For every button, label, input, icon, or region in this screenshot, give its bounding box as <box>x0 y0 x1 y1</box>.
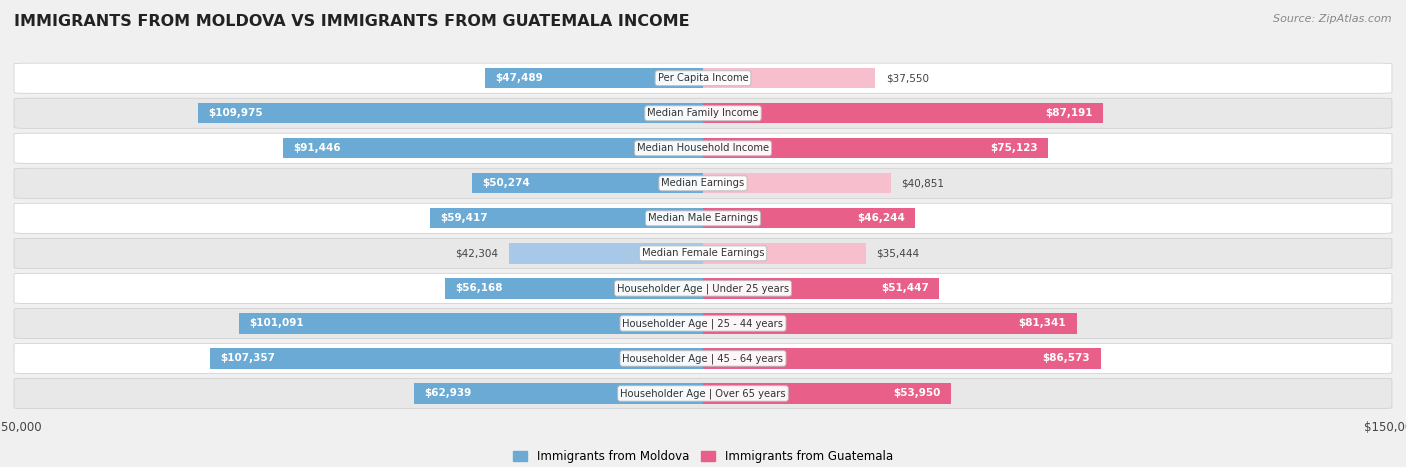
FancyBboxPatch shape <box>14 308 1392 339</box>
FancyBboxPatch shape <box>14 378 1392 409</box>
Bar <box>198 103 703 123</box>
FancyBboxPatch shape <box>14 98 1392 128</box>
Text: Median Household Income: Median Household Income <box>637 143 769 153</box>
Text: $35,444: $35,444 <box>876 248 920 258</box>
Bar <box>703 383 950 403</box>
Text: Median Earnings: Median Earnings <box>661 178 745 188</box>
Text: Householder Age | 25 - 44 years: Householder Age | 25 - 44 years <box>623 318 783 329</box>
Text: $37,550: $37,550 <box>886 73 929 83</box>
Text: $75,123: $75,123 <box>990 143 1038 153</box>
Text: $107,357: $107,357 <box>221 354 276 363</box>
Text: $59,417: $59,417 <box>440 213 488 223</box>
Text: $40,851: $40,851 <box>901 178 943 188</box>
Bar <box>703 68 876 88</box>
Text: Source: ZipAtlas.com: Source: ZipAtlas.com <box>1274 14 1392 24</box>
Bar <box>509 243 703 263</box>
Text: Householder Age | 45 - 64 years: Householder Age | 45 - 64 years <box>623 353 783 364</box>
Bar <box>703 313 1077 333</box>
Bar <box>485 68 703 88</box>
Text: Median Female Earnings: Median Female Earnings <box>641 248 765 258</box>
Text: $91,446: $91,446 <box>294 143 340 153</box>
Text: Median Male Earnings: Median Male Earnings <box>648 213 758 223</box>
FancyBboxPatch shape <box>14 273 1392 304</box>
FancyBboxPatch shape <box>14 238 1392 269</box>
Text: Per Capita Income: Per Capita Income <box>658 73 748 83</box>
Bar <box>209 348 703 368</box>
Text: $109,975: $109,975 <box>208 108 263 118</box>
Text: Median Family Income: Median Family Income <box>647 108 759 118</box>
Bar <box>703 243 866 263</box>
Legend: Immigrants from Moldova, Immigrants from Guatemala: Immigrants from Moldova, Immigrants from… <box>509 446 897 467</box>
Text: $81,341: $81,341 <box>1018 318 1066 328</box>
FancyBboxPatch shape <box>14 63 1392 93</box>
Text: $56,168: $56,168 <box>456 283 503 293</box>
Bar <box>413 383 703 403</box>
FancyBboxPatch shape <box>14 168 1392 198</box>
Bar <box>703 103 1104 123</box>
Bar <box>703 173 890 193</box>
FancyBboxPatch shape <box>14 343 1392 374</box>
Bar <box>283 138 703 158</box>
Bar <box>703 208 915 228</box>
Bar <box>703 138 1047 158</box>
Bar <box>239 313 703 333</box>
Text: $86,573: $86,573 <box>1043 354 1090 363</box>
FancyBboxPatch shape <box>14 203 1392 234</box>
Text: Householder Age | Over 65 years: Householder Age | Over 65 years <box>620 388 786 399</box>
Bar <box>472 173 703 193</box>
Text: IMMIGRANTS FROM MOLDOVA VS IMMIGRANTS FROM GUATEMALA INCOME: IMMIGRANTS FROM MOLDOVA VS IMMIGRANTS FR… <box>14 14 690 29</box>
Text: $87,191: $87,191 <box>1046 108 1092 118</box>
Text: $47,489: $47,489 <box>495 73 543 83</box>
Text: $62,939: $62,939 <box>425 389 471 398</box>
Text: $42,304: $42,304 <box>456 248 498 258</box>
Text: $53,950: $53,950 <box>893 389 941 398</box>
Bar <box>446 278 703 298</box>
Text: $101,091: $101,091 <box>249 318 304 328</box>
Text: Householder Age | Under 25 years: Householder Age | Under 25 years <box>617 283 789 294</box>
Bar <box>703 278 939 298</box>
FancyBboxPatch shape <box>14 133 1392 163</box>
Text: $51,447: $51,447 <box>882 283 929 293</box>
Bar <box>703 348 1101 368</box>
Bar <box>430 208 703 228</box>
Text: $46,244: $46,244 <box>858 213 905 223</box>
Text: $50,274: $50,274 <box>482 178 530 188</box>
